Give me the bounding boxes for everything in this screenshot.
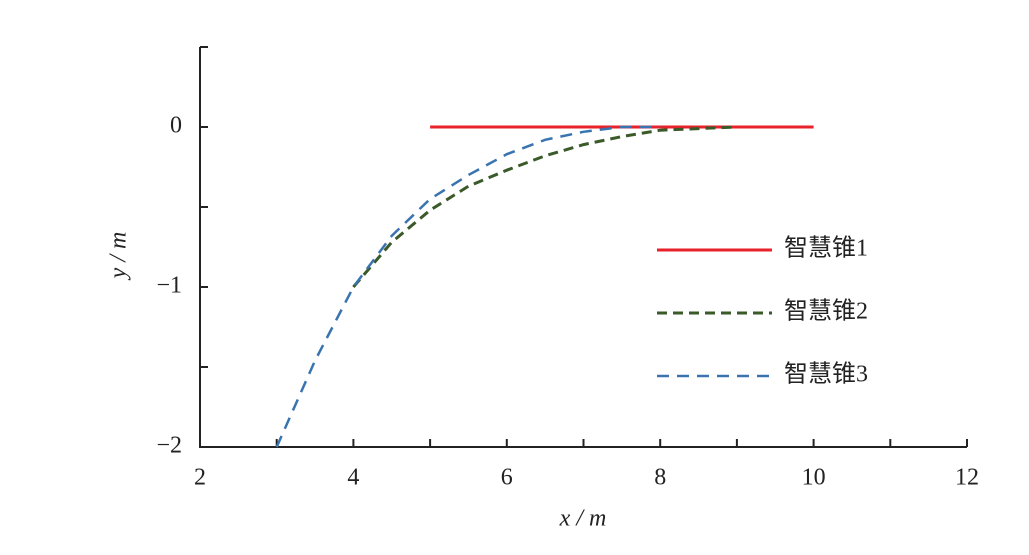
x-tick-label: 2 [194,465,206,491]
x-tick-label: 12 [955,465,979,491]
y-tick-label: 0 [170,113,182,139]
x-tick-label: 6 [501,465,513,491]
series-line [275,125,661,448]
legend-label: 智慧锥3 [784,361,868,388]
y-axis-label: y / m [106,232,132,281]
legend-label: 智慧锥1 [784,235,868,262]
x-tick-label: 4 [347,465,359,491]
y-tick-label: −1 [156,273,182,299]
x-tick-label: 8 [654,465,666,491]
y-tick-label: −2 [156,433,182,459]
legend-label: 智慧锥2 [784,298,868,325]
x-axis-label: x / m [559,506,607,532]
series-line [352,125,737,288]
x-tick-label: 10 [802,465,826,491]
